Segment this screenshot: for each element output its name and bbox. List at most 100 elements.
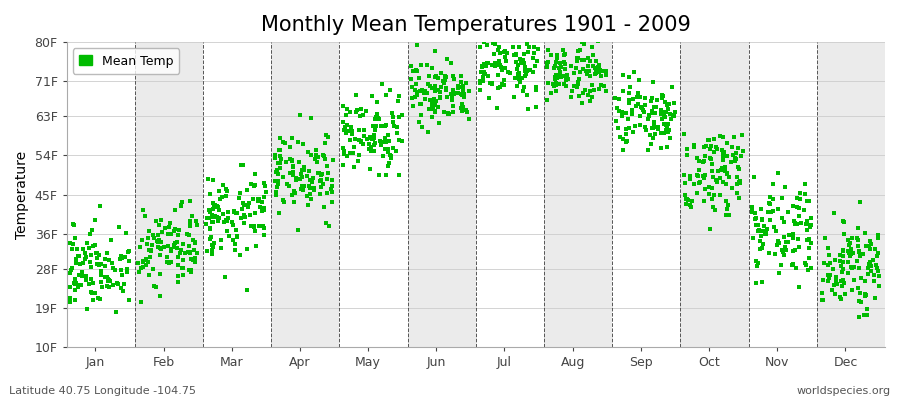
Point <box>540 96 554 103</box>
Point <box>455 101 470 107</box>
Point <box>495 67 509 73</box>
Point <box>785 261 799 268</box>
Point <box>88 290 103 297</box>
Point <box>798 221 813 227</box>
Point <box>172 227 186 234</box>
Point <box>655 116 670 122</box>
Point <box>93 202 107 209</box>
Point <box>473 78 488 85</box>
Point <box>804 215 818 221</box>
Point <box>751 260 765 266</box>
Point <box>557 52 572 59</box>
Point <box>616 88 630 94</box>
Point <box>770 242 784 248</box>
Point <box>114 254 129 261</box>
Point <box>678 192 692 198</box>
Point <box>774 262 788 268</box>
Point <box>114 267 129 274</box>
Point <box>478 62 492 68</box>
Point <box>685 198 699 204</box>
Point <box>352 126 366 133</box>
Point <box>391 98 405 104</box>
Point <box>558 77 572 84</box>
Point <box>779 247 794 254</box>
Point <box>648 130 662 137</box>
Point <box>775 194 789 201</box>
Point <box>732 166 746 172</box>
Point <box>490 34 504 41</box>
Point <box>630 94 644 100</box>
Point <box>188 254 202 261</box>
Point <box>340 153 355 159</box>
Point <box>79 274 94 280</box>
Point <box>842 250 856 256</box>
Point <box>668 108 682 115</box>
Point <box>136 264 150 270</box>
Point <box>619 126 634 132</box>
Point <box>579 67 593 74</box>
Point <box>257 183 272 190</box>
Point <box>365 136 380 142</box>
Point <box>615 109 629 116</box>
Point <box>120 268 134 275</box>
Point <box>372 116 386 122</box>
Point <box>762 194 777 201</box>
Y-axis label: Temperature: Temperature <box>15 150 29 239</box>
Point <box>715 165 729 171</box>
Point <box>67 222 81 228</box>
Point <box>651 125 665 132</box>
Point <box>395 112 410 118</box>
Point <box>667 113 681 119</box>
Point <box>870 253 885 259</box>
Point <box>272 210 286 216</box>
Point <box>517 84 531 90</box>
Point <box>748 210 762 217</box>
Point <box>779 239 794 245</box>
Point <box>369 110 383 117</box>
Point <box>176 265 191 271</box>
Point <box>644 125 659 131</box>
Point <box>206 214 220 220</box>
Point <box>230 210 244 216</box>
Point <box>752 222 766 228</box>
Point <box>359 107 374 114</box>
Point <box>420 90 435 96</box>
Point <box>585 63 599 69</box>
Point <box>835 246 850 253</box>
Point <box>420 81 435 87</box>
Point <box>349 109 364 115</box>
Point <box>181 267 195 274</box>
Point <box>850 237 865 243</box>
Point <box>320 190 334 197</box>
Point <box>615 109 629 115</box>
Point <box>720 206 734 213</box>
Point <box>428 83 442 89</box>
Point <box>183 220 197 226</box>
Point <box>544 52 558 58</box>
Point <box>550 74 564 81</box>
Point <box>563 34 578 41</box>
Point <box>591 38 606 44</box>
Point <box>759 228 773 234</box>
Point <box>804 264 818 271</box>
Point <box>547 63 562 70</box>
Point <box>716 149 731 155</box>
Point <box>641 146 655 153</box>
Point <box>506 44 520 50</box>
Point <box>394 138 409 144</box>
Point <box>104 260 119 266</box>
Point <box>212 215 226 222</box>
Point <box>599 72 614 78</box>
Point <box>834 295 849 302</box>
Point <box>149 238 164 244</box>
Point <box>475 74 490 80</box>
Point <box>765 208 779 214</box>
Point <box>68 260 83 266</box>
Point <box>493 50 508 56</box>
Point <box>273 135 287 142</box>
Point <box>273 153 287 160</box>
Point <box>846 250 860 256</box>
Point <box>638 95 652 101</box>
Point <box>344 124 358 131</box>
Point <box>863 263 878 269</box>
